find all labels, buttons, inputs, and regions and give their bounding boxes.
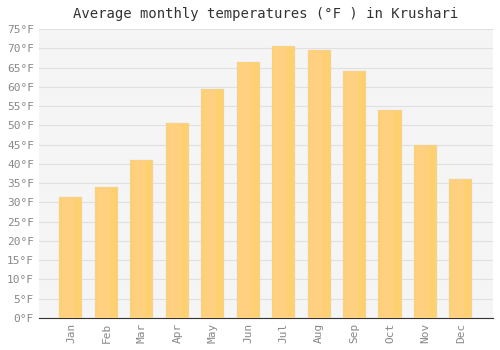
Bar <box>95 187 118 318</box>
Bar <box>166 124 189 318</box>
Bar <box>239 62 252 318</box>
Bar <box>308 50 330 318</box>
Bar <box>132 160 145 318</box>
Title: Average monthly temperatures (°F ) in Krushari: Average monthly temperatures (°F ) in Kr… <box>74 7 458 21</box>
Bar <box>416 145 429 318</box>
Bar <box>343 71 366 318</box>
Bar <box>378 110 402 318</box>
Bar <box>450 179 472 318</box>
Bar <box>236 62 260 318</box>
Bar <box>204 89 216 318</box>
Bar <box>201 89 224 318</box>
Bar <box>310 50 322 318</box>
Bar <box>272 47 295 318</box>
Bar <box>62 197 74 318</box>
Bar <box>168 124 181 318</box>
Bar <box>130 160 154 318</box>
Bar <box>274 47 287 318</box>
Bar <box>381 110 394 318</box>
Bar <box>97 187 110 318</box>
Bar <box>346 71 358 318</box>
Bar <box>452 179 464 318</box>
Bar <box>414 145 437 318</box>
Bar <box>60 197 82 318</box>
